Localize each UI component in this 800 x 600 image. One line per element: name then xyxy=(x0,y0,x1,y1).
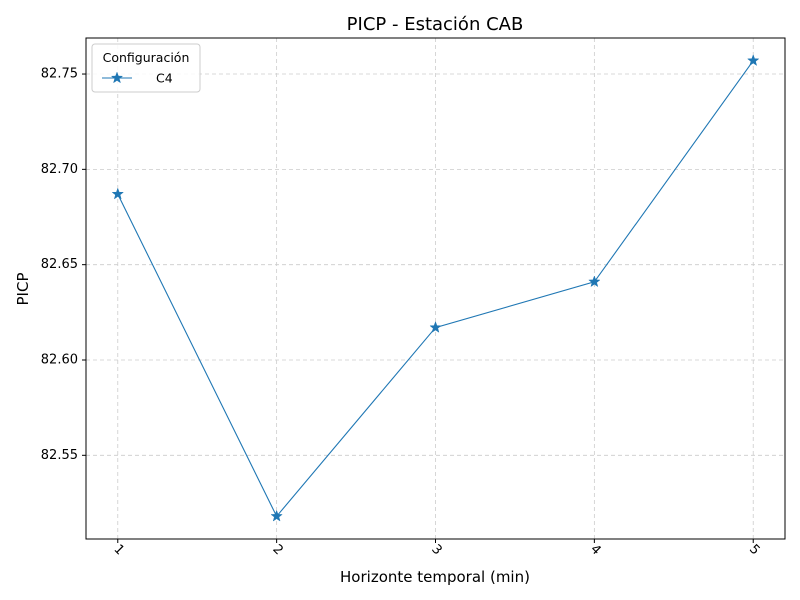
plot-frame xyxy=(85,37,786,540)
data-point-star[interactable] xyxy=(588,275,601,288)
legend-star-marker xyxy=(110,71,124,84)
grid xyxy=(86,38,785,539)
data-point-star[interactable] xyxy=(429,321,442,333)
x-tick-label: 2 xyxy=(269,542,285,558)
data-point-star[interactable] xyxy=(747,54,760,66)
legend-title: Configuración xyxy=(103,50,190,65)
legend[interactable]: Configuración C4 xyxy=(91,43,201,93)
x-tick-label: 1 xyxy=(111,542,127,558)
chart-title: PICP - Estación CAB xyxy=(347,14,524,35)
y-tick-label: 82.65 xyxy=(41,257,78,272)
y-tick-label: 82.75 xyxy=(41,67,78,82)
data-point-star[interactable] xyxy=(270,509,283,522)
x-tick-label: 5 xyxy=(746,542,762,558)
x-axis: 1 2 3 4 5 xyxy=(111,539,763,558)
y-tick-label: 82.60 xyxy=(41,352,78,367)
legend-star xyxy=(110,71,124,84)
y-axis: 82.55 82.60 82.65 82.70 82.75 xyxy=(41,67,86,463)
y-axis-title: PICP xyxy=(14,273,32,306)
x-tick-label: 3 xyxy=(428,542,444,558)
y-tick-label: 82.70 xyxy=(41,162,78,177)
x-axis-title: Horizonte temporal (min) xyxy=(340,568,530,586)
y-tick-label: 82.55 xyxy=(41,448,78,463)
data-point-star[interactable] xyxy=(111,187,124,200)
x-tick-label: 4 xyxy=(587,542,603,558)
series-layer xyxy=(111,54,760,522)
legend-series-label: C4 xyxy=(156,71,173,86)
